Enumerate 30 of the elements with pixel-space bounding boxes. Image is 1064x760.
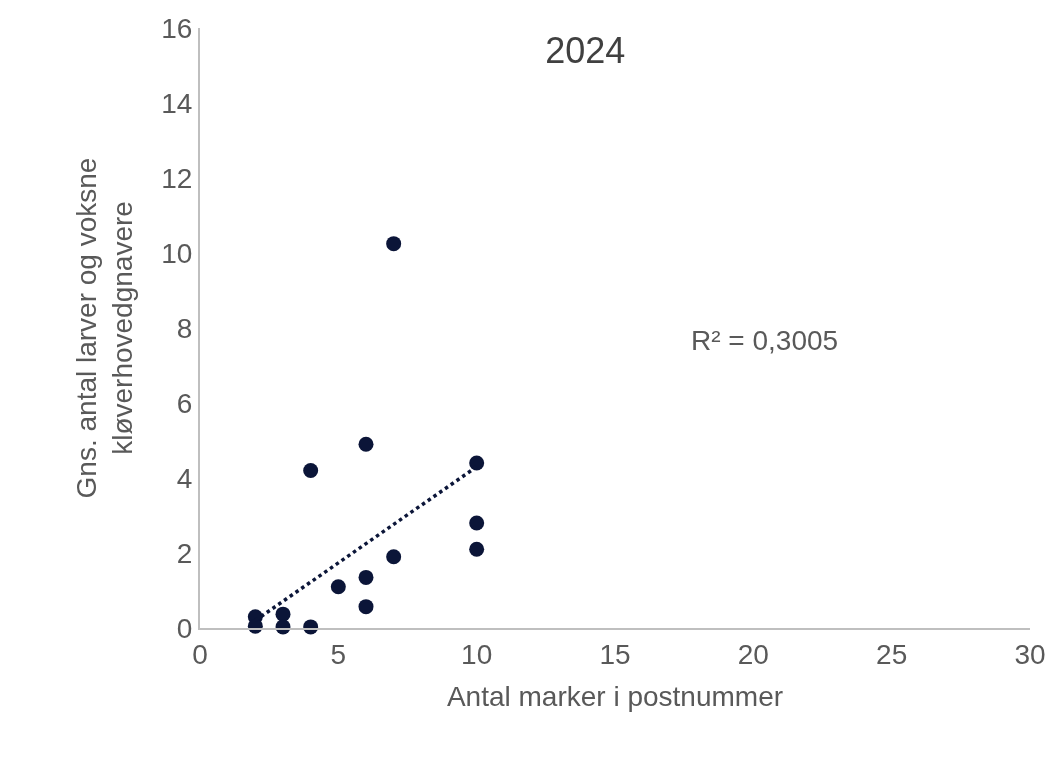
point: [386, 549, 402, 565]
x-tick-label: 25: [876, 638, 908, 670]
point: [358, 599, 374, 615]
point: [358, 436, 374, 452]
point: [469, 455, 485, 471]
annotation: R² = 0,3005: [691, 325, 839, 356]
point: [358, 569, 374, 585]
y-tick-label: 6: [176, 387, 193, 419]
point: [469, 541, 485, 557]
y-tick-label: 8: [176, 312, 193, 344]
y-axis-title: Gns. antal larver og voksne kløverhovedgnavere: [71, 157, 139, 499]
x-tick-label: 15: [599, 638, 631, 670]
x-tick-label: 30: [1014, 638, 1046, 670]
point: [303, 463, 319, 478]
y-tick-label: 14: [161, 87, 193, 119]
y-tick-label: 2: [176, 537, 193, 569]
y-tick-label: 12: [161, 162, 193, 194]
point: [330, 579, 346, 595]
x-axis-title: Antal marker i postnummer: [446, 681, 784, 713]
y-tick-label: 4: [176, 462, 193, 494]
point: [275, 606, 291, 622]
x-tick-label: 20: [737, 638, 769, 670]
y-tick-label: 10: [161, 237, 193, 269]
x-tick-label: 5: [330, 638, 347, 670]
y-tick-label: 0: [176, 612, 193, 644]
chart-title: 2024: [545, 29, 626, 71]
point: [386, 236, 402, 252]
x-tick-label: 10: [461, 638, 493, 670]
point: [469, 515, 485, 531]
y-tick-label: 16: [161, 12, 193, 44]
